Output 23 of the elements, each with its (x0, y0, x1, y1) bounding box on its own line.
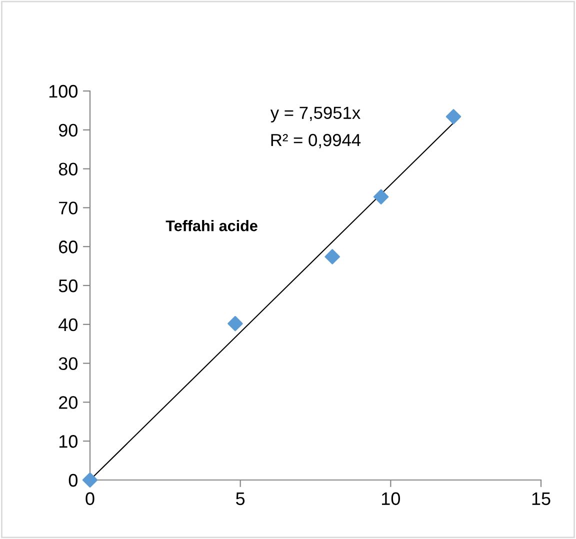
y-tick-label: 90 (58, 124, 78, 137)
y-tick-label: 10 (59, 435, 78, 448)
x-tick-label: 5 (236, 492, 245, 506)
y-tick-label: 20 (59, 396, 78, 409)
point (82, 472, 98, 488)
x-tick-label: 10 (382, 492, 400, 506)
y-tick-label: 40 (58, 318, 78, 332)
annotation: Teffahi acide (166, 220, 258, 232)
point (324, 249, 340, 264)
y-tick-label: 60 (59, 240, 78, 254)
y-tick-label: 70 (59, 202, 78, 214)
x-tick-label: 0 (86, 492, 94, 506)
point (373, 189, 389, 204)
x-tick-label: 15 (532, 492, 550, 506)
annotation: y = 7,5951x (270, 106, 360, 122)
point (228, 316, 243, 332)
annotation: R² = 0,9944 (271, 134, 361, 148)
point (446, 109, 462, 124)
y-tick-label: 0 (68, 474, 78, 487)
y-tick-label: 80 (58, 162, 78, 176)
y-tick-label: 100 (49, 84, 78, 98)
y-tick-label: 30 (58, 357, 78, 370)
y-tick-label: 50 (58, 279, 78, 292)
